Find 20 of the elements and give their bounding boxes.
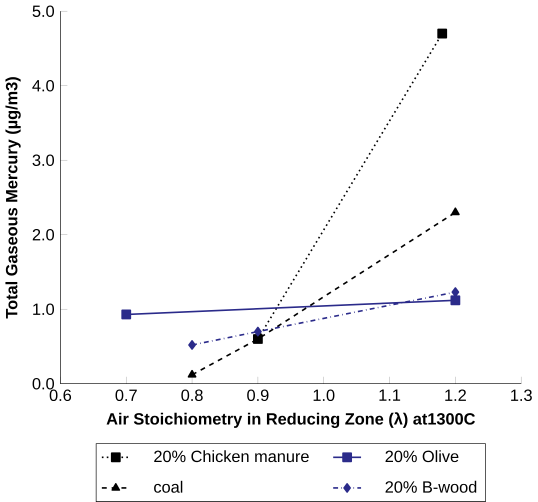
legend-label: coal [154, 480, 182, 493]
legend-label: 20% B-wood [386, 480, 476, 493]
x-axis-title: Air Stoichiometry in Reducing Zone (λ) at1300C [106, 412, 475, 428]
x-tick-label: 1.3 [511, 390, 532, 402]
y-tick-label: 0.0 [32, 378, 54, 390]
x-tick-label: 0.6 [50, 390, 72, 402]
legend-label: 20% Chicken manure [154, 450, 309, 462]
y-tick-label: 3.0 [32, 154, 54, 166]
x-tick-label: 0.8 [181, 390, 203, 402]
y-tick-label: 1.0 [33, 303, 54, 316]
legend-label: 20% Olive [386, 450, 458, 462]
y-tick-label: 2.0 [32, 228, 54, 241]
x-tick-label: 0.7 [116, 390, 137, 402]
y-tick-label: 5.0 [32, 5, 54, 18]
x-tick-label: 1.1 [379, 390, 400, 401]
x-tick-label: 0.9 [247, 390, 268, 402]
y-tick-label: 4.0 [32, 80, 54, 92]
x-tick-label: 1.2 [445, 390, 466, 401]
y-axis-title: Total Gaseous Mercury (µg/m3) [5, 77, 21, 318]
x-tick-label: 1.0 [314, 390, 334, 402]
